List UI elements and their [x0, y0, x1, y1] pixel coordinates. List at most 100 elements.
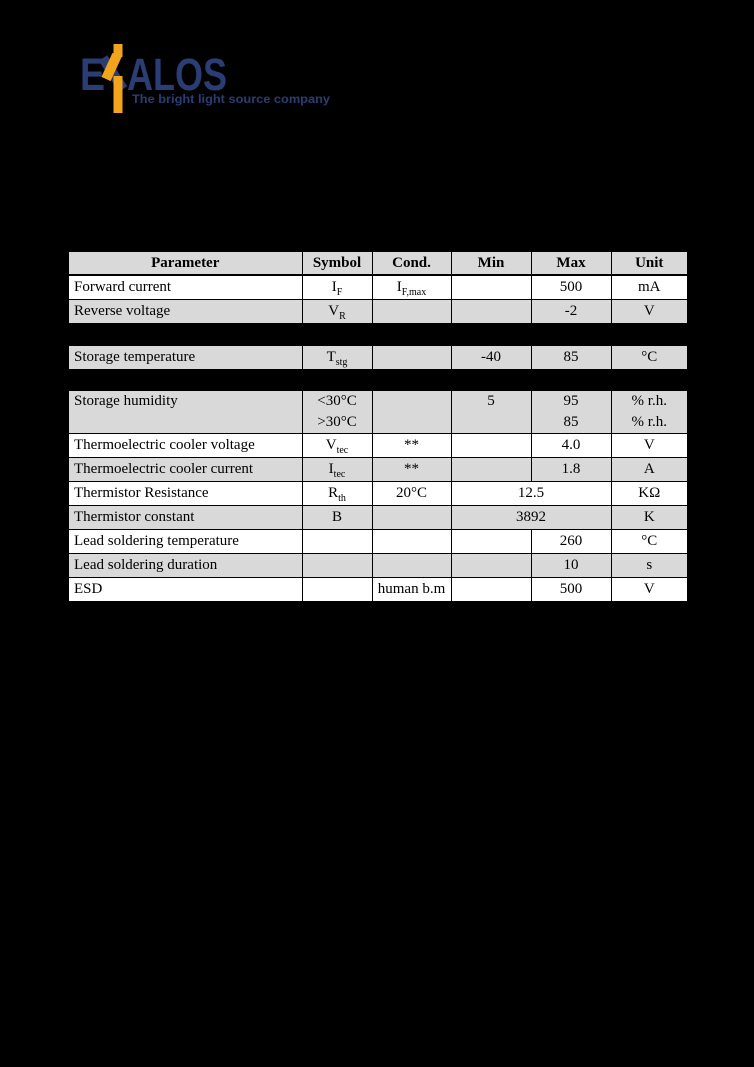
cell: [450, 553, 532, 578]
header-cell: Max: [530, 250, 612, 276]
logo-x-orange-bolt-icon: [101, 44, 123, 113]
cell-line: [452, 412, 530, 433]
cell: [371, 299, 452, 325]
cell: 1.8: [530, 457, 612, 482]
table-row: Storage humidity <30°C >30°C 5 95 85% r.h.% r…: [67, 389, 689, 434]
subscript: tec: [336, 445, 349, 456]
table-row: ESD human b.m 500 V: [67, 577, 689, 603]
header-cell: Cond.: [371, 250, 452, 276]
cell: -40: [450, 344, 532, 371]
exalos-logo: E ALOS The bright light source company: [68, 38, 358, 120]
subscript: F,max: [401, 287, 427, 298]
cell: 85: [530, 344, 612, 371]
cell: V: [610, 433, 689, 458]
parameter-cell: Forward current: [67, 274, 303, 300]
cell: B: [301, 505, 373, 530]
cell: Tstg: [301, 344, 373, 371]
cell: [450, 299, 532, 325]
cell: [450, 529, 532, 554]
cell: IF: [301, 274, 373, 300]
cell: 3892: [450, 505, 612, 530]
ratings-table-1: Parameter Symbol Cond. Min Max Unit Forward cu…: [67, 250, 689, 325]
cell: 5: [450, 389, 532, 434]
header-cell: Min: [450, 250, 532, 276]
cell: 4.0: [530, 433, 612, 458]
cell-line: <30°C: [317, 393, 357, 409]
logo-tagline: The bright light source company: [132, 94, 331, 106]
cell: [450, 274, 532, 300]
cell: [371, 505, 452, 530]
parameter-cell: Thermoelectric cooler current: [67, 457, 303, 482]
logo-letter-e: E: [80, 49, 105, 100]
cell: **: [371, 457, 452, 482]
cell-line: % r.h.: [631, 393, 667, 409]
subscript: R: [339, 311, 346, 322]
ratings-table-2: Storage temperature Tstg -40 85 °C: [67, 344, 689, 371]
subscript: stg: [335, 357, 348, 368]
table-row: Thermistor constant B 3892 K: [67, 505, 689, 530]
cell: mA: [610, 274, 689, 300]
cell: [450, 577, 532, 603]
cell: 20°C: [371, 481, 452, 506]
table-row: Thermoelectric cooler current Itec ** 1.8 A: [67, 457, 689, 482]
cell: % r.h. % r.h.: [610, 389, 689, 434]
table-row: Reverse voltage VR -2 V: [67, 299, 689, 325]
cell: 260: [530, 529, 612, 554]
cell: [450, 433, 532, 458]
ratings-table-3: Storage humidity <30°C >30°C 5 95 85% r.h.% r…: [67, 389, 689, 603]
cell: V: [610, 299, 689, 325]
header-row: Parameter Symbol Cond. Min Max Unit: [67, 250, 689, 276]
cell: °C: [610, 344, 689, 371]
parameter-cell: Storage temperature: [67, 344, 303, 371]
parameter-cell: Thermistor Resistance: [67, 481, 303, 506]
cell-line: % r.h.: [631, 414, 667, 430]
cell: human b.m: [371, 577, 452, 603]
cell: [301, 529, 373, 554]
cell: Rth: [301, 481, 373, 506]
exalos-logo-svg: E ALOS The bright light source company: [80, 44, 331, 113]
cell: 95 85: [530, 389, 612, 434]
cell: [371, 529, 452, 554]
cell: KΩ: [610, 481, 689, 506]
cell: °C: [610, 529, 689, 554]
cell: [301, 553, 373, 578]
header-cell: Parameter: [67, 250, 303, 276]
parameter-cell: Lead soldering temperature: [67, 529, 303, 554]
cell: VR: [301, 299, 373, 325]
cell-line: 85: [563, 414, 579, 430]
logo-letters-alos: ALOS: [127, 49, 227, 100]
cell: 500: [530, 274, 612, 300]
cell: [371, 389, 452, 434]
subscript: F: [336, 287, 343, 298]
cell: [371, 553, 452, 578]
parameter-cell: ESD: [67, 577, 303, 603]
cell-line: >30°C: [317, 414, 357, 430]
parameter-cell: Storage humidity: [67, 389, 303, 434]
cell: Itec: [301, 457, 373, 482]
cell: K: [610, 505, 689, 530]
table-row: Lead soldering duration 10 s: [67, 553, 689, 578]
cell: -2: [530, 299, 612, 325]
cell: A: [610, 457, 689, 482]
cell-line: 5: [487, 393, 495, 409]
cell-line: 95: [563, 393, 579, 409]
cell: [450, 457, 532, 482]
parameter-cell: Thermoelectric cooler voltage: [67, 433, 303, 458]
subscript: tec: [333, 469, 346, 480]
cell: IF,max: [371, 274, 452, 300]
cell: V: [610, 577, 689, 603]
cell: **: [371, 433, 452, 458]
parameter-cell: Reverse voltage: [67, 299, 303, 325]
table-row: Lead soldering temperature 260 °C: [67, 529, 689, 554]
cell: [371, 344, 452, 371]
header-cell: Unit: [610, 250, 689, 276]
cell: 12.5: [450, 481, 612, 506]
cell: 500: [530, 577, 612, 603]
cell: [301, 577, 373, 603]
cell: s: [610, 553, 689, 578]
cell: <30°C >30°C: [301, 389, 373, 434]
table-row: Thermoelectric cooler voltage Vtec ** 4.0 V: [67, 433, 689, 458]
table-row: Storage temperature Tstg -40 85 °C: [67, 344, 689, 371]
subscript: th: [338, 493, 346, 504]
